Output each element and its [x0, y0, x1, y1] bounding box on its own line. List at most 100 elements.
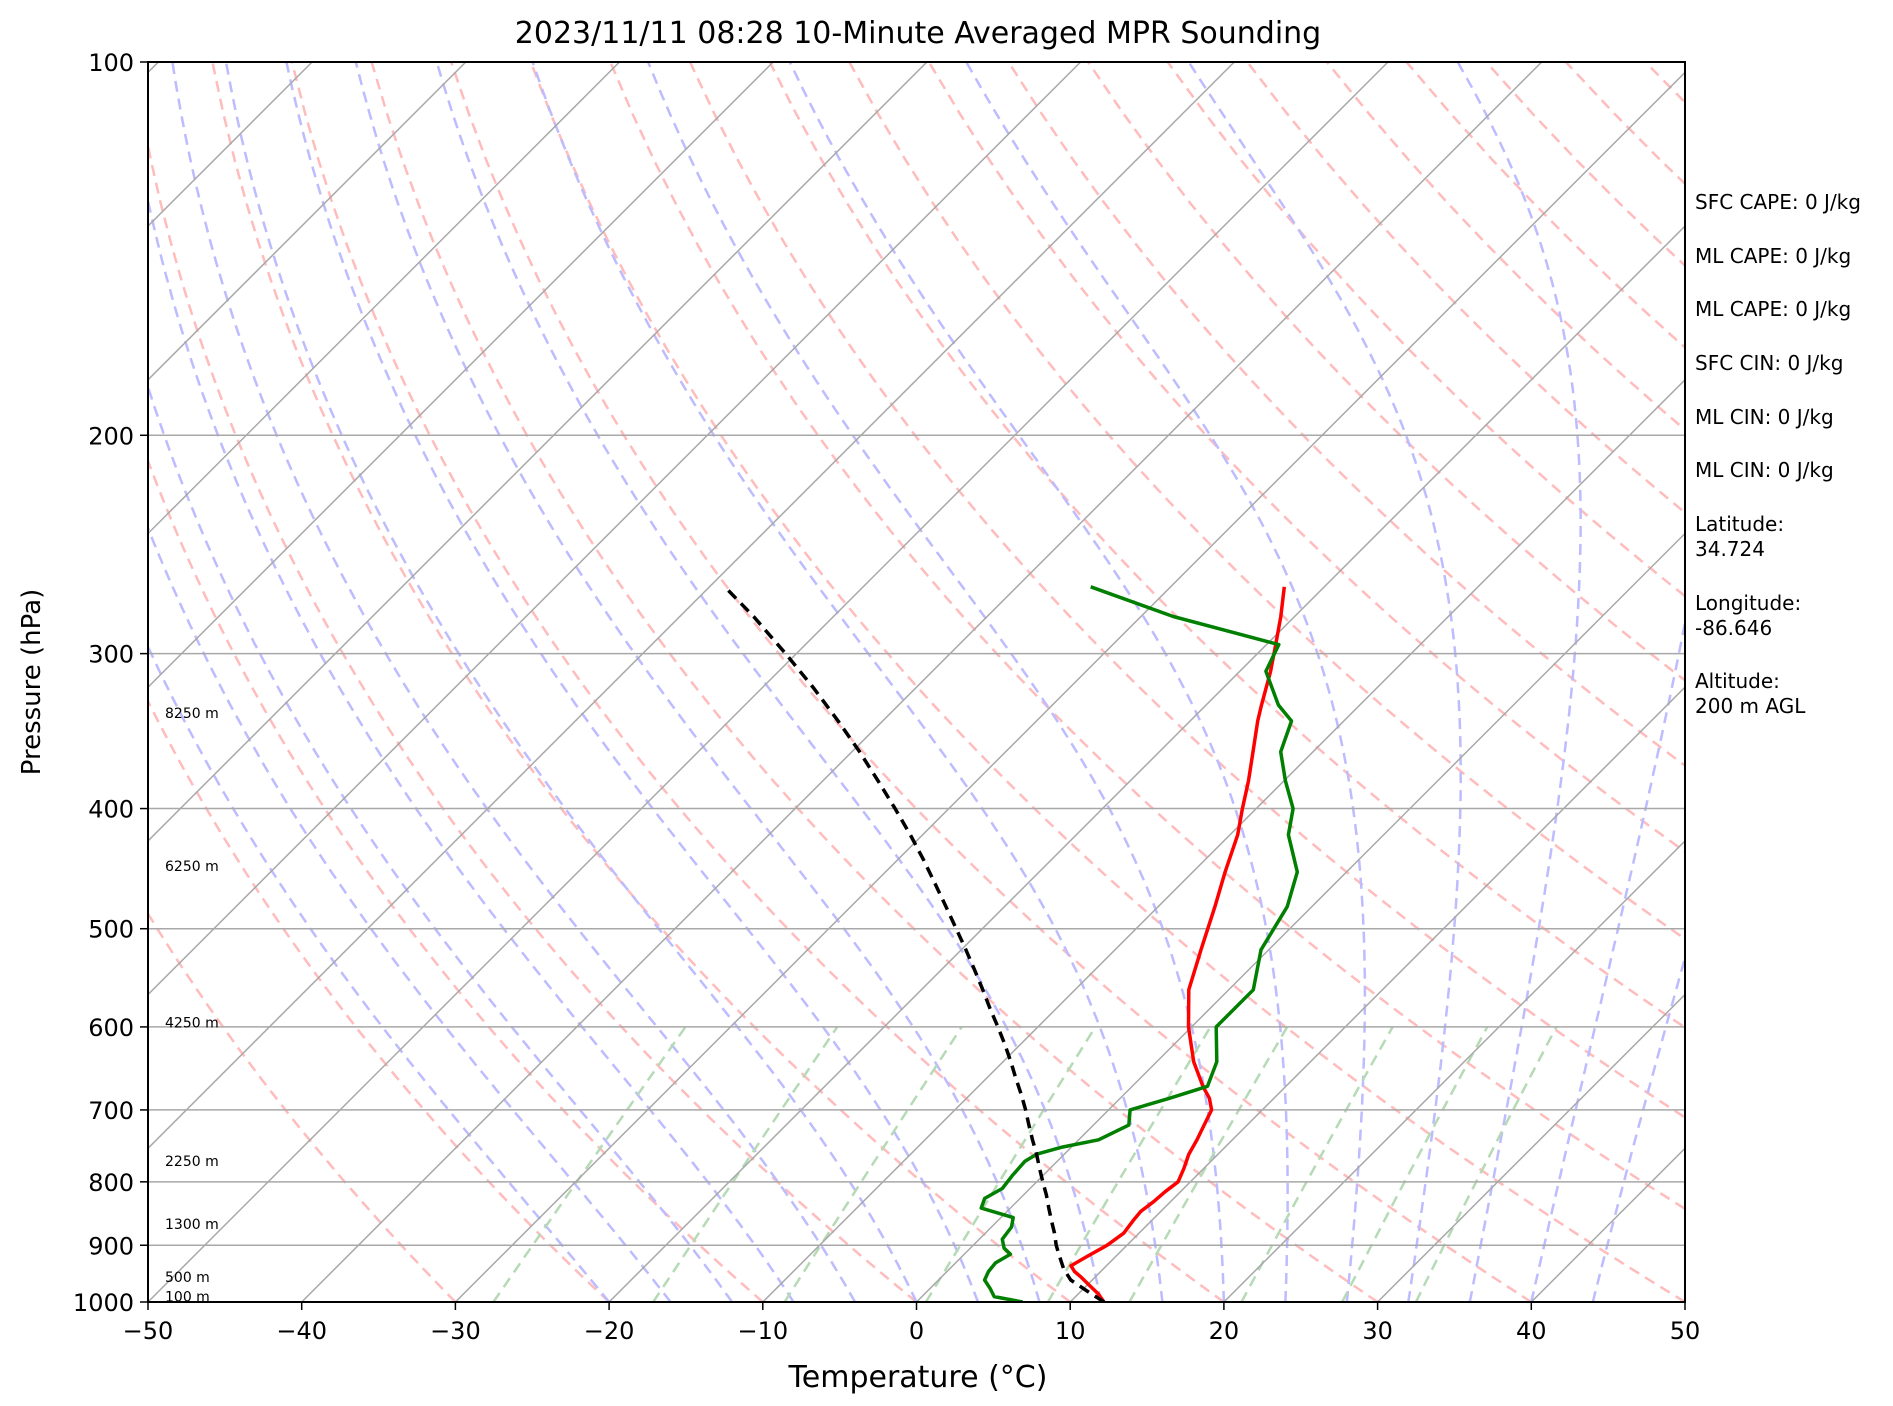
stat-item: SFC CIN: 0 J/kg — [1695, 351, 1843, 376]
moist-adiabat-line — [965, 62, 1367, 1302]
moist-adiabat-line — [435, 62, 1103, 1302]
dry-adiabat-line — [148, 139, 918, 1302]
y-tick-label: 300 — [88, 641, 134, 669]
dry-adiabat-line — [450, 62, 1532, 1302]
parcel-profile-line — [723, 585, 1105, 1302]
x-axis-label: Temperature (°C) — [788, 1360, 1048, 1395]
stat-label: ML CAPE: 0 J/kg — [1695, 297, 1852, 321]
dry-adiabat-line — [688, 62, 1685, 1119]
mixing-ratio-line — [783, 1026, 963, 1302]
y-axis: 1000 900 800 700 600 500 400 300 200 100 — [73, 49, 148, 1317]
height-label: 100 m — [165, 1290, 210, 1306]
stat-label: Latitude: — [1695, 512, 1785, 536]
height-label: 500 m — [165, 1270, 210, 1286]
isotherm-line — [148, 62, 467, 381]
profile-lines — [723, 585, 1300, 1302]
stat-label: ML CAPE: 0 J/kg — [1695, 244, 1852, 268]
x-axis: −50 −40 −30 −20 −10 0 10 20 30 40 50 — [123, 1302, 1701, 1345]
dry-adiabat-line — [768, 62, 1685, 1030]
dry-adiabat-line — [529, 62, 1685, 1302]
isotherm-line — [148, 62, 621, 535]
dry-adiabat-line — [211, 62, 1071, 1302]
stat-item: SFC CAPE: 0 J/kg — [1695, 190, 1861, 215]
moist-adiabat-line — [1591, 953, 1685, 1302]
moist-adiabat-line — [224, 62, 918, 1302]
dry-adiabat-line — [148, 911, 457, 1302]
dry-adiabat-line — [148, 698, 610, 1302]
chart-title: 2023/11/11 08:28 10-Minute Averaged MPR … — [515, 16, 1321, 51]
temperature-profile-line — [1069, 586, 1287, 1302]
isotherm-line — [148, 62, 1082, 996]
moist-adiabat-line — [1456, 62, 1582, 1302]
isotherm-line — [148, 62, 1235, 1150]
height-label: 8250 m — [165, 706, 219, 722]
mixing-ratio-line — [1128, 1026, 1289, 1302]
x-tick-label: 40 — [1516, 1317, 1547, 1345]
moist-adiabat-line — [171, 62, 857, 1302]
y-axis-label: Pressure (hPa) — [17, 589, 47, 776]
stat-label: ML CIN: 0 J/kg — [1695, 405, 1834, 429]
stat-item: ML CAPE: 0 J/kg — [1695, 244, 1851, 269]
x-tick-label: 10 — [1055, 1317, 1086, 1345]
y-tick-label: 900 — [88, 1232, 134, 1260]
x-tick-label: −50 — [123, 1317, 174, 1345]
x-tick-label: −20 — [584, 1317, 635, 1345]
moist-adiabat-line — [354, 62, 1041, 1302]
stat-label: ML CIN: 0 J/kg — [1695, 458, 1834, 482]
stat-label: Altitude: — [1695, 669, 1780, 693]
dry-adiabat-line — [370, 62, 1379, 1302]
x-tick-label: 0 — [909, 1317, 924, 1345]
moist-adiabat-line — [148, 524, 672, 1302]
height-label: 1300 m — [165, 1217, 219, 1233]
isotherm-line — [148, 62, 928, 842]
y-tick-label: 100 — [88, 49, 134, 77]
isotherm-line — [1223, 839, 1685, 1302]
y-tick-label: 700 — [88, 1097, 134, 1125]
stat-label: Longitude: — [1695, 591, 1802, 615]
y-tick-label: 1000 — [73, 1289, 134, 1317]
x-tick-label: 30 — [1362, 1317, 1393, 1345]
mixing-ratio-line — [1046, 1026, 1212, 1302]
background-lines — [148, 62, 1685, 1302]
stat-item: ML CIN: 0 J/kg — [1695, 458, 1834, 483]
dewpoint-profile-line — [979, 585, 1300, 1302]
moist-adiabat-line — [788, 62, 1289, 1302]
moist-adiabat-line — [531, 62, 1164, 1302]
stat-item: ML CIN: 0 J/kg — [1695, 405, 1834, 430]
stat-item: Longitude: -86.646 — [1695, 591, 1801, 641]
y-tick-label: 400 — [88, 796, 134, 824]
stat-label: SFC CIN: 0 J/kg — [1695, 351, 1844, 375]
moist-adiabat-line — [1530, 616, 1685, 1302]
isotherm-line — [1377, 993, 1685, 1302]
moist-adiabat-line — [148, 382, 734, 1302]
isotherm-line — [1069, 686, 1685, 1302]
isotherm-line — [148, 62, 774, 689]
height-label: 6250 m — [165, 859, 219, 875]
height-label: 4250 m — [165, 1015, 219, 1031]
dry-adiabat-line — [1087, 62, 1685, 682]
grid-lines — [148, 62, 1685, 1302]
stat-value: 34.724 — [1695, 537, 1765, 561]
stat-item: Latitude: 34.724 — [1695, 512, 1784, 562]
isotherm-line — [915, 532, 1685, 1302]
isotherm-line — [762, 378, 1685, 1302]
stat-item: Altitude: 200 m AGL — [1695, 669, 1805, 719]
moist-adiabat-line — [1187, 62, 1462, 1302]
dry-adiabat-line — [609, 62, 1685, 1211]
isotherm-line — [301, 62, 1543, 1302]
dry-adiabat-line — [927, 62, 1685, 854]
height-label: 2250 m — [165, 1154, 219, 1170]
y-tick-label: 800 — [88, 1169, 134, 1197]
y-tick-label: 500 — [88, 916, 134, 944]
isotherm-line — [454, 71, 1685, 1302]
x-tick-label: 50 — [1670, 1317, 1701, 1345]
stat-value: 200 m AGL — [1695, 694, 1806, 718]
dry-adiabat-line — [290, 62, 1225, 1302]
x-tick-label: −30 — [430, 1317, 481, 1345]
stat-value: -86.646 — [1695, 616, 1773, 640]
dry-adiabat-line — [1166, 62, 1685, 598]
stat-item: ML CAPE: 0 J/kg — [1695, 297, 1851, 322]
y-tick-label: 200 — [88, 422, 134, 450]
isotherm-line — [608, 225, 1685, 1302]
isotherm-line — [148, 62, 1389, 1302]
